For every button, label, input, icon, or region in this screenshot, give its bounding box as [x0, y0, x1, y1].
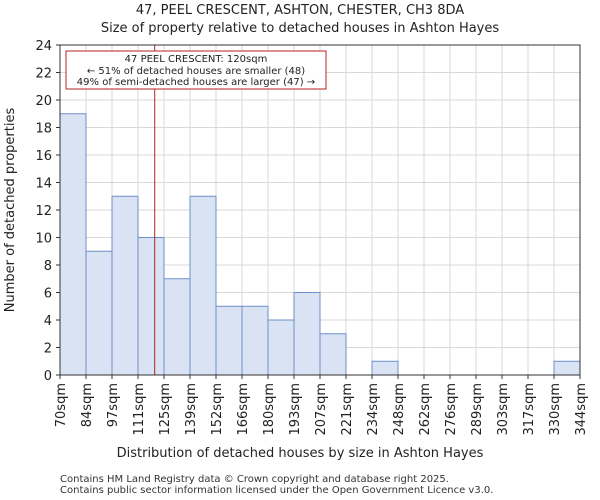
footer-licence: Contains public sector information licen…	[60, 485, 494, 496]
bars	[59, 113, 581, 376]
x-tick-label: 330sqm	[548, 383, 563, 436]
x-tick-label: 248sqm	[392, 383, 407, 436]
x-tick-label: 193sqm	[288, 383, 303, 436]
x-tick-label: 139sqm	[184, 383, 199, 436]
footer-copyright: Contains HM Land Registry data © Crown c…	[60, 474, 449, 485]
x-tick-label: 111sqm	[132, 383, 147, 436]
x-tick-label: 221sqm	[340, 383, 355, 436]
x-tick-label: 289sqm	[470, 383, 485, 436]
bar-111sqm	[137, 237, 165, 376]
y-tick-label: 12	[35, 204, 52, 219]
y-tick-label: 8	[44, 259, 52, 274]
x-tick-label: 262sqm	[418, 383, 433, 436]
x-axis-label: Distribution of detached houses by size …	[117, 446, 484, 461]
bar-84sqm	[85, 250, 113, 376]
bar-193sqm	[293, 292, 321, 376]
x-tick-label: 317sqm	[522, 383, 537, 436]
x-tick-label: 166sqm	[236, 383, 251, 436]
bar-97sqm	[111, 195, 139, 376]
annotation-smaller: ← 51% of detached houses are smaller (48…	[87, 66, 305, 77]
bar-207sqm	[319, 333, 347, 376]
x-tick-label: 207sqm	[314, 383, 329, 436]
bar-234sqm	[371, 360, 399, 376]
x-tick-label: 276sqm	[444, 383, 459, 436]
x-tick-label: 180sqm	[262, 383, 277, 436]
y-tick-label: 22	[35, 67, 52, 82]
bar-166sqm	[241, 305, 269, 376]
x-tick-label: 70sqm	[54, 383, 69, 427]
y-tick-label: 20	[35, 94, 52, 109]
y-tick-label: 14	[35, 177, 52, 192]
annotation-larger: 49% of semi-detached houses are larger (…	[77, 77, 315, 88]
y-tick-label: 18	[35, 122, 52, 137]
x-tick-label: 303sqm	[496, 383, 511, 436]
chart-title: 47, PEEL CRESCENT, ASHTON, CHESTER, CH3 …	[136, 3, 464, 18]
y-tick-label: 24	[35, 39, 52, 54]
x-tick-label: 344sqm	[574, 383, 589, 436]
annotation-box	[65, 50, 327, 90]
bar-70sqm	[59, 113, 87, 376]
x-tick-label: 84sqm	[80, 383, 95, 427]
plot-frame	[59, 44, 581, 376]
y-tick-label: 0	[44, 369, 52, 384]
y-axis-label: Number of detached properties	[3, 108, 18, 313]
x-axis-ticks: 70sqm 84sqm 97sqm 111sqm 125sqm 139sqm 152sqm 1…	[54, 375, 589, 436]
y-tick-label: 6	[44, 287, 52, 302]
y-tick-label: 2	[44, 342, 52, 357]
bar-125sqm	[163, 278, 191, 376]
x-tick-label: 152sqm	[210, 383, 225, 436]
x-tick-label: 97sqm	[106, 383, 121, 427]
bar-180sqm	[267, 319, 295, 376]
y-tick-label: 4	[44, 314, 52, 329]
y-tick-label: 16	[35, 149, 52, 164]
bar-330sqm	[553, 360, 581, 376]
y-tick-label: 10	[35, 232, 52, 247]
chart-subtitle: Size of property relative to detached ho…	[101, 21, 500, 36]
x-tick-label: 125sqm	[158, 383, 173, 436]
bar-139sqm	[189, 195, 217, 376]
annotation-title: 47 PEEL CRESCENT: 120sqm	[125, 54, 268, 65]
bar-152sqm	[215, 305, 243, 376]
x-tick-label: 234sqm	[366, 383, 381, 436]
